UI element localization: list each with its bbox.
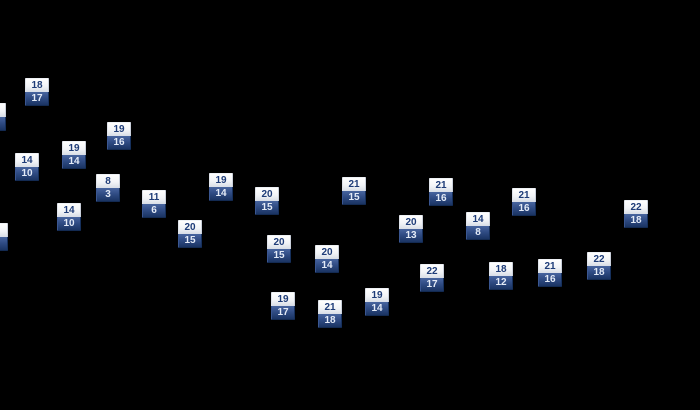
max-temp-value: 20	[399, 215, 423, 229]
temperature-marker[interactable]: 22 17	[420, 264, 444, 292]
temperature-marker[interactable]: 19 14	[209, 173, 233, 201]
temperature-marker[interactable]: 21 16	[538, 259, 562, 287]
temperature-marker[interactable]: 19 16	[107, 122, 131, 150]
max-temp-value	[0, 103, 6, 117]
max-temp-value: 18	[489, 262, 513, 276]
min-temp-value: 17	[25, 92, 49, 106]
max-temp-value	[0, 223, 8, 237]
min-temp-value: 13	[399, 229, 423, 243]
min-temp-value	[0, 117, 6, 131]
max-temp-value: 18	[25, 78, 49, 92]
max-temp-value: 22	[587, 252, 611, 266]
temperature-marker[interactable]: 20 15	[178, 220, 202, 248]
min-temp-value: 16	[512, 202, 536, 216]
min-temp-value: 16	[429, 192, 453, 206]
temperature-marker[interactable]: 19 14	[365, 288, 389, 316]
temperature-marker[interactable]: 11 6	[142, 190, 166, 218]
max-temp-value: 20	[315, 245, 339, 259]
min-temp-value: 17	[420, 278, 444, 292]
max-temp-value: 19	[365, 288, 389, 302]
temperature-marker[interactable]: 21 15	[342, 177, 366, 205]
max-temp-value: 20	[255, 187, 279, 201]
min-temp-value: 8	[466, 226, 490, 240]
min-temp-value: 3	[96, 188, 120, 202]
max-temp-value: 22	[420, 264, 444, 278]
max-temp-value: 19	[271, 292, 295, 306]
max-temp-value: 20	[267, 235, 291, 249]
max-temp-value: 21	[429, 178, 453, 192]
temperature-marker[interactable]: 22 18	[587, 252, 611, 280]
max-temp-value: 21	[538, 259, 562, 273]
min-temp-value	[0, 237, 8, 251]
temperature-marker[interactable]: 20 15	[267, 235, 291, 263]
temperature-marker[interactable]: 14 10	[57, 203, 81, 231]
max-temp-value: 14	[57, 203, 81, 217]
temperature-marker[interactable]: 19 14	[62, 141, 86, 169]
max-temp-value: 21	[342, 177, 366, 191]
temperature-marker[interactable]: 14 10	[15, 153, 39, 181]
max-temp-value: 21	[318, 300, 342, 314]
temperature-marker[interactable]: 18 12	[489, 262, 513, 290]
temperature-marker[interactable]	[0, 103, 6, 131]
max-temp-value: 20	[178, 220, 202, 234]
temperature-marker[interactable]	[0, 223, 8, 251]
min-temp-value: 15	[255, 201, 279, 215]
min-temp-value: 17	[271, 306, 295, 320]
temperature-marker[interactable]: 20 14	[315, 245, 339, 273]
temperature-marker[interactable]: 21 18	[318, 300, 342, 328]
max-temp-value: 14	[15, 153, 39, 167]
max-temp-value: 8	[96, 174, 120, 188]
min-temp-value: 16	[538, 273, 562, 287]
min-temp-value: 14	[62, 155, 86, 169]
temperature-marker[interactable]: 22 18	[624, 200, 648, 228]
min-temp-value: 12	[489, 276, 513, 290]
min-temp-value: 18	[587, 266, 611, 280]
temperature-marker[interactable]: 19 17	[271, 292, 295, 320]
max-temp-value: 19	[107, 122, 131, 136]
min-temp-value: 18	[624, 214, 648, 228]
min-temp-value: 10	[57, 217, 81, 231]
max-temp-value: 19	[62, 141, 86, 155]
min-temp-value: 14	[209, 187, 233, 201]
temperature-marker[interactable]: 21 16	[512, 188, 536, 216]
min-temp-value: 10	[15, 167, 39, 181]
temperature-marker[interactable]: 14 8	[466, 212, 490, 240]
temperature-marker[interactable]: 21 16	[429, 178, 453, 206]
min-temp-value: 14	[365, 302, 389, 316]
min-temp-value: 6	[142, 204, 166, 218]
max-temp-value: 14	[466, 212, 490, 226]
temperature-marker[interactable]: 20 15	[255, 187, 279, 215]
max-temp-value: 11	[142, 190, 166, 204]
min-temp-value: 15	[267, 249, 291, 263]
max-temp-value: 21	[512, 188, 536, 202]
min-temp-value: 18	[318, 314, 342, 328]
temperature-marker[interactable]: 20 13	[399, 215, 423, 243]
temperature-marker[interactable]: 18 17	[25, 78, 49, 106]
min-temp-value: 15	[342, 191, 366, 205]
min-temp-value: 16	[107, 136, 131, 150]
min-temp-value: 15	[178, 234, 202, 248]
max-temp-value: 19	[209, 173, 233, 187]
max-temp-value: 22	[624, 200, 648, 214]
min-temp-value: 14	[315, 259, 339, 273]
